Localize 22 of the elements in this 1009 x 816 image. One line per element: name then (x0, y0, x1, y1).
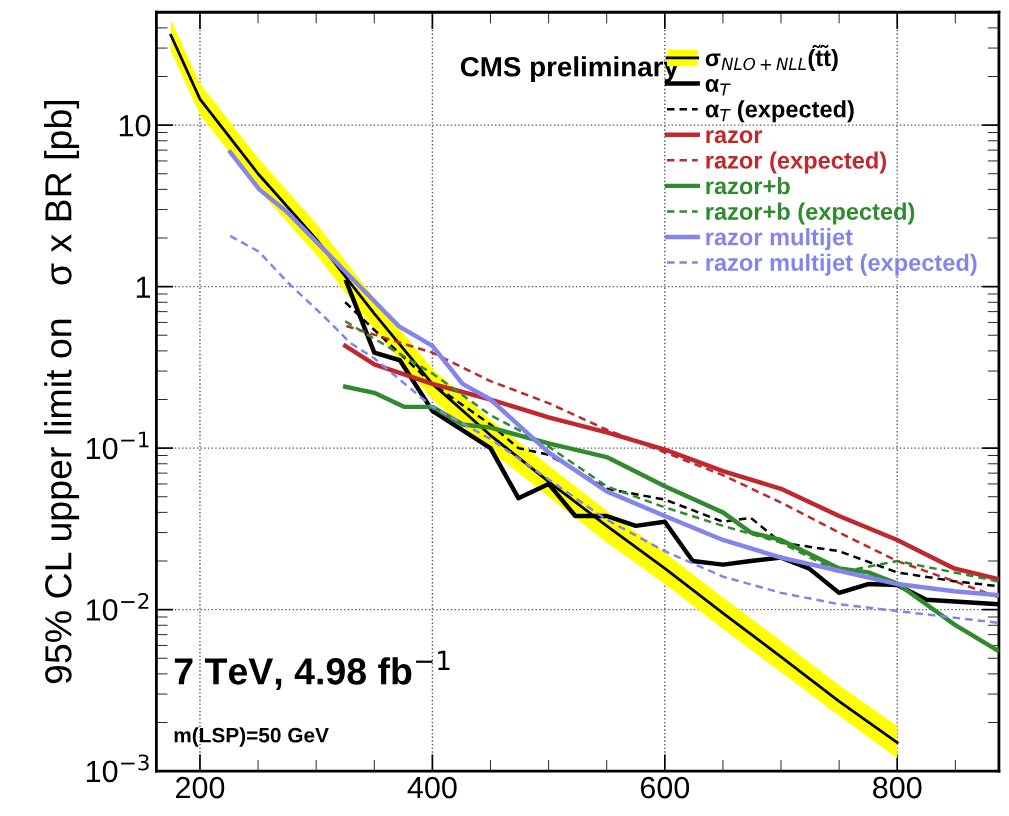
legend-label: razor (706, 130, 763, 144)
y-tick-label: 10$^{−1}$ (86, 431, 149, 460)
legend-label: razor+b (706, 177, 790, 195)
x-tick-label: 800 (873, 776, 922, 799)
legend-label: α$_{T}$ (705, 78, 731, 96)
annotation: CMS preliminary (460, 56, 679, 83)
y-axis-title: 95% CL upper limit on σ x BR [pb] (44, 101, 80, 684)
y-tick-label: 10$^{−2}$ (86, 592, 149, 621)
x-tick-label: 200 (176, 776, 225, 799)
annotation: 7 TeV, 4.98 fb$^{−1}$ (174, 650, 450, 691)
y-tick-label: 10$^{−3}$ (86, 754, 149, 783)
legend-label: razor multijet (expected) (706, 253, 977, 276)
legend-label: razor multijet (706, 228, 853, 251)
legend-label: razor+b (expected) (706, 202, 915, 225)
legend-label: α$_{T}$ (expected) (705, 100, 854, 123)
x-tick-label: 600 (640, 776, 690, 799)
y-tick-label: 1 (136, 276, 151, 298)
legend-label: σ$_{NLO+NLL}$(t̃t̃) (705, 44, 838, 71)
y-tick-label: 10 (119, 114, 151, 137)
legend-label: razor (expected) (706, 151, 886, 174)
x-tick-label: 400 (407, 776, 457, 799)
annotation: m(LSP)=50 GeV (174, 727, 329, 747)
